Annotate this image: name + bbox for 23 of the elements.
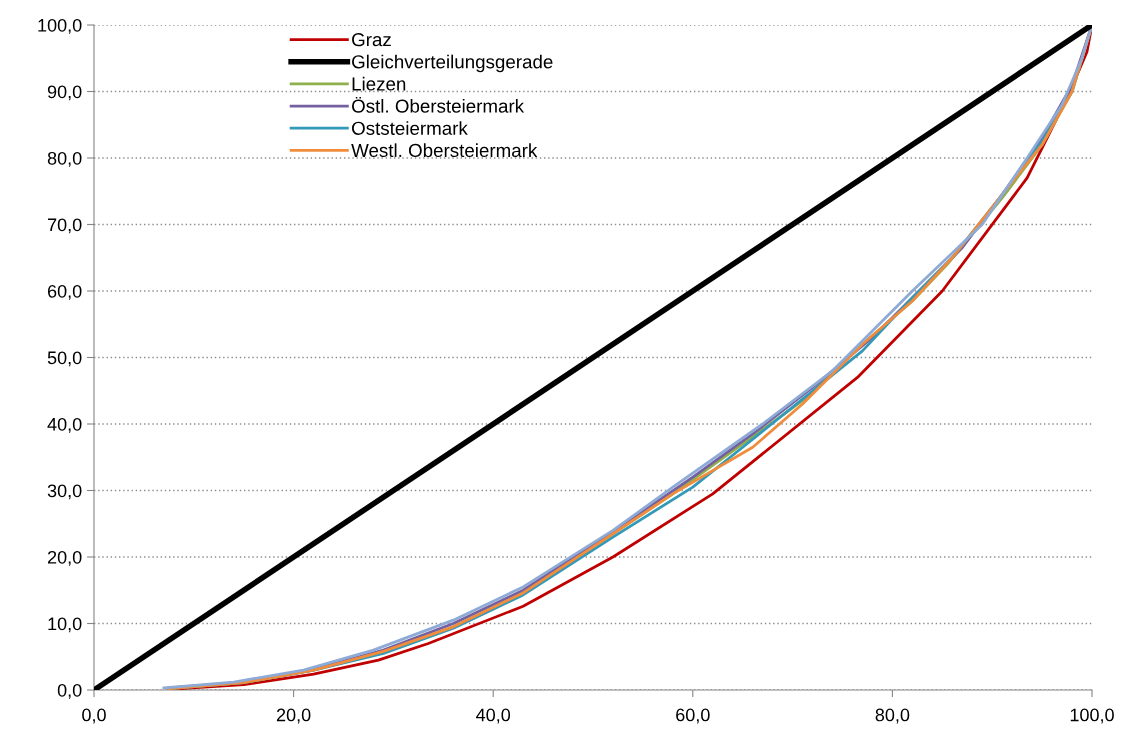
y-tick-label: 70,0: [47, 218, 82, 234]
x-tick-label: 20,0: [276, 708, 311, 724]
legend-label: Graz: [352, 33, 391, 47]
y-tick-label: 80,0: [47, 151, 82, 167]
legend-label: Oststeiermark: [352, 121, 468, 135]
x-tick-label: 60,0: [676, 708, 710, 724]
y-tick-label: 0,0: [57, 683, 82, 699]
y-tick-label: 60,0: [47, 284, 82, 300]
x-tick-label: 40,0: [476, 708, 511, 724]
y-tick-label: 90,0: [47, 85, 82, 101]
y-tick-label: 100,0: [38, 18, 82, 34]
legend-label: Liezen: [352, 76, 406, 91]
x-tick-label: 0,0: [82, 708, 106, 724]
y-tick-label: 40,0: [47, 417, 82, 433]
x-tick-label: 100,0: [1070, 708, 1114, 724]
x-tick-label: 80,0: [875, 708, 910, 724]
y-tick-label: 50,0: [47, 351, 82, 367]
y-tick-label: 10,0: [48, 617, 82, 633]
legend-label: Westl. Obersteiermark: [351, 143, 538, 158]
y-tick-label: 20,0: [47, 550, 82, 566]
y-tick-label: 30,0: [47, 484, 82, 500]
legend-label: Gleichverteilungsgerade: [352, 54, 553, 73]
legend-label: Östl. Obersteiermark: [352, 96, 525, 113]
